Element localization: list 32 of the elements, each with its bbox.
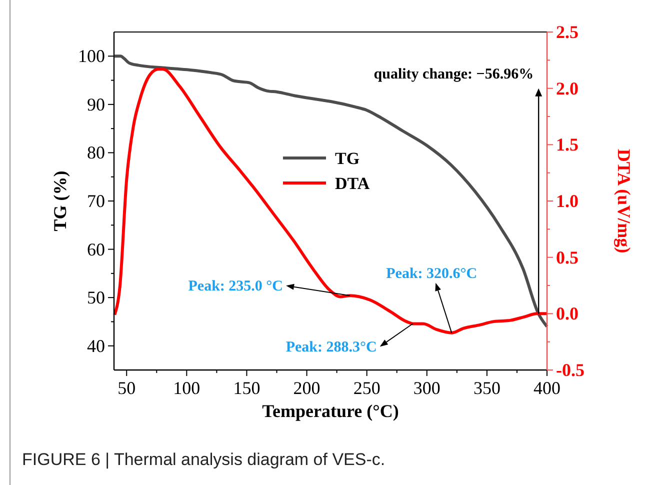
y2-tick-label: 0.5 — [556, 247, 578, 268]
y-tick-label: 50 — [87, 288, 105, 308]
y2-tick-label: 0.0 — [556, 304, 578, 324]
y2-axis-title: DTA (uV/mg) — [614, 148, 634, 254]
x-tick-label: 100 — [173, 378, 200, 398]
y2-tick-label: 2.0 — [556, 78, 578, 98]
x-tick-label: 250 — [353, 378, 380, 398]
x-tick-label: 50 — [118, 378, 136, 398]
annotation: Peak: 235.0 °C — [188, 278, 284, 295]
legend-label: TG — [335, 149, 360, 168]
y2-tick-label: -0.5 — [556, 360, 584, 380]
x-tick-label: 300 — [413, 378, 440, 398]
y-axis-title: TG (%) — [50, 170, 70, 232]
annotation: Peak: 320.6°C — [386, 266, 478, 282]
y2-tick-label: 2.5 — [556, 22, 578, 42]
x-tick-label: 200 — [293, 378, 320, 398]
y2-tick-label: 1.0 — [556, 191, 578, 211]
caption: FIGURE 6 | Thermal analysis diagram of VES-c. — [22, 450, 386, 469]
y-tick-label: 70 — [87, 191, 105, 211]
legend-label: DTA — [335, 174, 370, 193]
y-tick-label: 100 — [78, 46, 105, 66]
annotation: quality change: −56.96% — [374, 66, 534, 82]
y-tick-label: 90 — [87, 94, 105, 114]
y-tick-label: 80 — [87, 142, 105, 163]
x-tick-label: 350 — [473, 378, 500, 398]
x-axis-title: Temperature (°C) — [262, 401, 399, 421]
x-tick-label: 150 — [233, 378, 260, 398]
y2-tick-label: 1.5 — [556, 134, 578, 155]
annotation: Peak: 288.3°C — [286, 340, 377, 356]
y-tick-label: 60 — [87, 239, 105, 260]
y-tick-label: 40 — [87, 336, 105, 356]
x-tick-label: 400 — [534, 378, 560, 398]
